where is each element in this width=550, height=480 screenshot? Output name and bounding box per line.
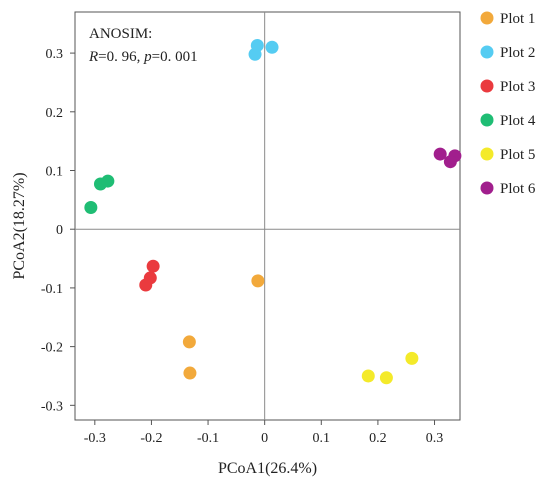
x-tick-label: -0.1: [197, 431, 219, 446]
legend-label-plot-5: Plot 5: [500, 147, 535, 163]
anosim-title: ANOSIM:: [89, 26, 152, 42]
data-point-plot-6: [433, 147, 447, 161]
anosim-stat-value: =0. 001: [152, 49, 198, 65]
data-point-plot-5: [379, 371, 393, 385]
legend-marker-plot-5: [480, 147, 494, 161]
x-tick-label: 0.1: [313, 431, 331, 446]
anosim-stats: R=0. 96, p=0. 001: [88, 49, 198, 65]
x-tick-label: -0.2: [140, 431, 162, 446]
y-tick-label: 0.2: [46, 106, 64, 121]
data-point-plot-1: [182, 335, 196, 349]
legend-marker-plot-6: [480, 181, 494, 195]
data-point-plot-4: [84, 200, 98, 214]
y-tick-label: 0: [56, 223, 63, 238]
data-point-plot-3: [139, 278, 153, 292]
legend-marker-plot-1: [480, 11, 494, 25]
legend-label-plot-3: Plot 3: [500, 79, 535, 95]
plot-frame: [74, 11, 461, 421]
y-tick-label: -0.1: [41, 282, 63, 297]
y-tick-label: -0.3: [41, 399, 63, 414]
data-point-plot-4: [101, 174, 115, 188]
data-point-plot-5: [405, 351, 419, 365]
legend-label-plot-1: Plot 1: [500, 11, 535, 27]
data-point-plot-5: [361, 369, 375, 383]
legend: Plot 1 Plot 2 Plot 3 Plot 4 Plot 5 Plot 6: [480, 11, 536, 197]
y-tick-label: 0.1: [46, 165, 64, 180]
x-tick-label: -0.3: [84, 431, 106, 446]
data-point-plot-2: [265, 40, 279, 54]
data-point-plot-3: [146, 259, 160, 273]
y-axis-label: PCoA2(18.27%): [11, 172, 28, 279]
anosim-stat-value: =0. 96,: [98, 49, 144, 65]
y-tick-label: -0.2: [41, 341, 63, 356]
plot-layer: -0.3 -0.2 -0.1 0 0.1 0.2 0.3 -0.3 -0.2 -0.1 0 0.1 0.…: [11, 11, 462, 477]
legend-label-plot-6: Plot 6: [500, 181, 536, 197]
x-tick-label: 0.3: [426, 431, 444, 446]
legend-marker-plot-2: [480, 45, 494, 59]
legend-label-plot-4: Plot 4: [500, 113, 536, 129]
x-tick-label: 0.2: [369, 431, 387, 446]
x-axis-label: PCoA1(26.4%): [218, 460, 317, 477]
legend-marker-plot-3: [480, 79, 494, 93]
y-tick-label: 0.3: [46, 47, 64, 62]
legend-label-plot-2: Plot 2: [500, 45, 535, 61]
anosim-stat-symbol: p: [143, 49, 152, 65]
x-tick-label: 0: [261, 431, 268, 446]
data-point-plot-1: [251, 274, 265, 288]
data-point-plot-2: [248, 47, 262, 61]
data-point-plot-6: [443, 155, 457, 169]
anosim-stat-symbol: R: [88, 49, 98, 65]
data-point-plot-1: [183, 366, 197, 380]
legend-marker-plot-4: [480, 113, 494, 127]
